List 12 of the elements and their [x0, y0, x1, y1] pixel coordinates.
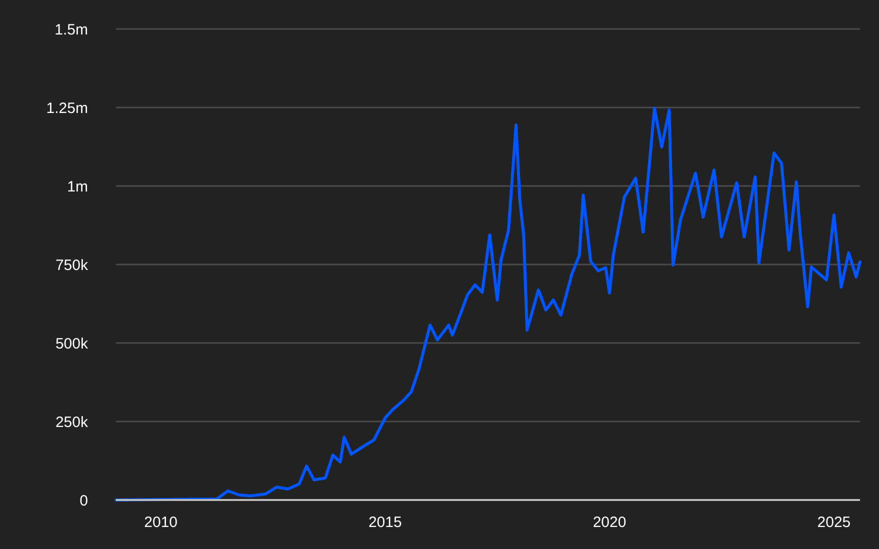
- x-tick-label: 2020: [592, 514, 626, 531]
- y-tick-label: 250k: [55, 414, 88, 431]
- y-tick-label: 500k: [55, 335, 88, 352]
- y-tick-label: 1m: [67, 178, 88, 196]
- line-series: [114, 106, 862, 502]
- x-tick-label: 2010: [144, 514, 178, 531]
- x-tick-label: 2025: [817, 514, 851, 531]
- y-tick-label: 1.5m: [54, 21, 88, 38]
- y-tick-label: 1.25m: [46, 100, 88, 117]
- x-tick-label: 2015: [368, 514, 402, 531]
- y-tick-label: 0: [80, 492, 88, 510]
- y-tick-label: 750k: [55, 256, 88, 274]
